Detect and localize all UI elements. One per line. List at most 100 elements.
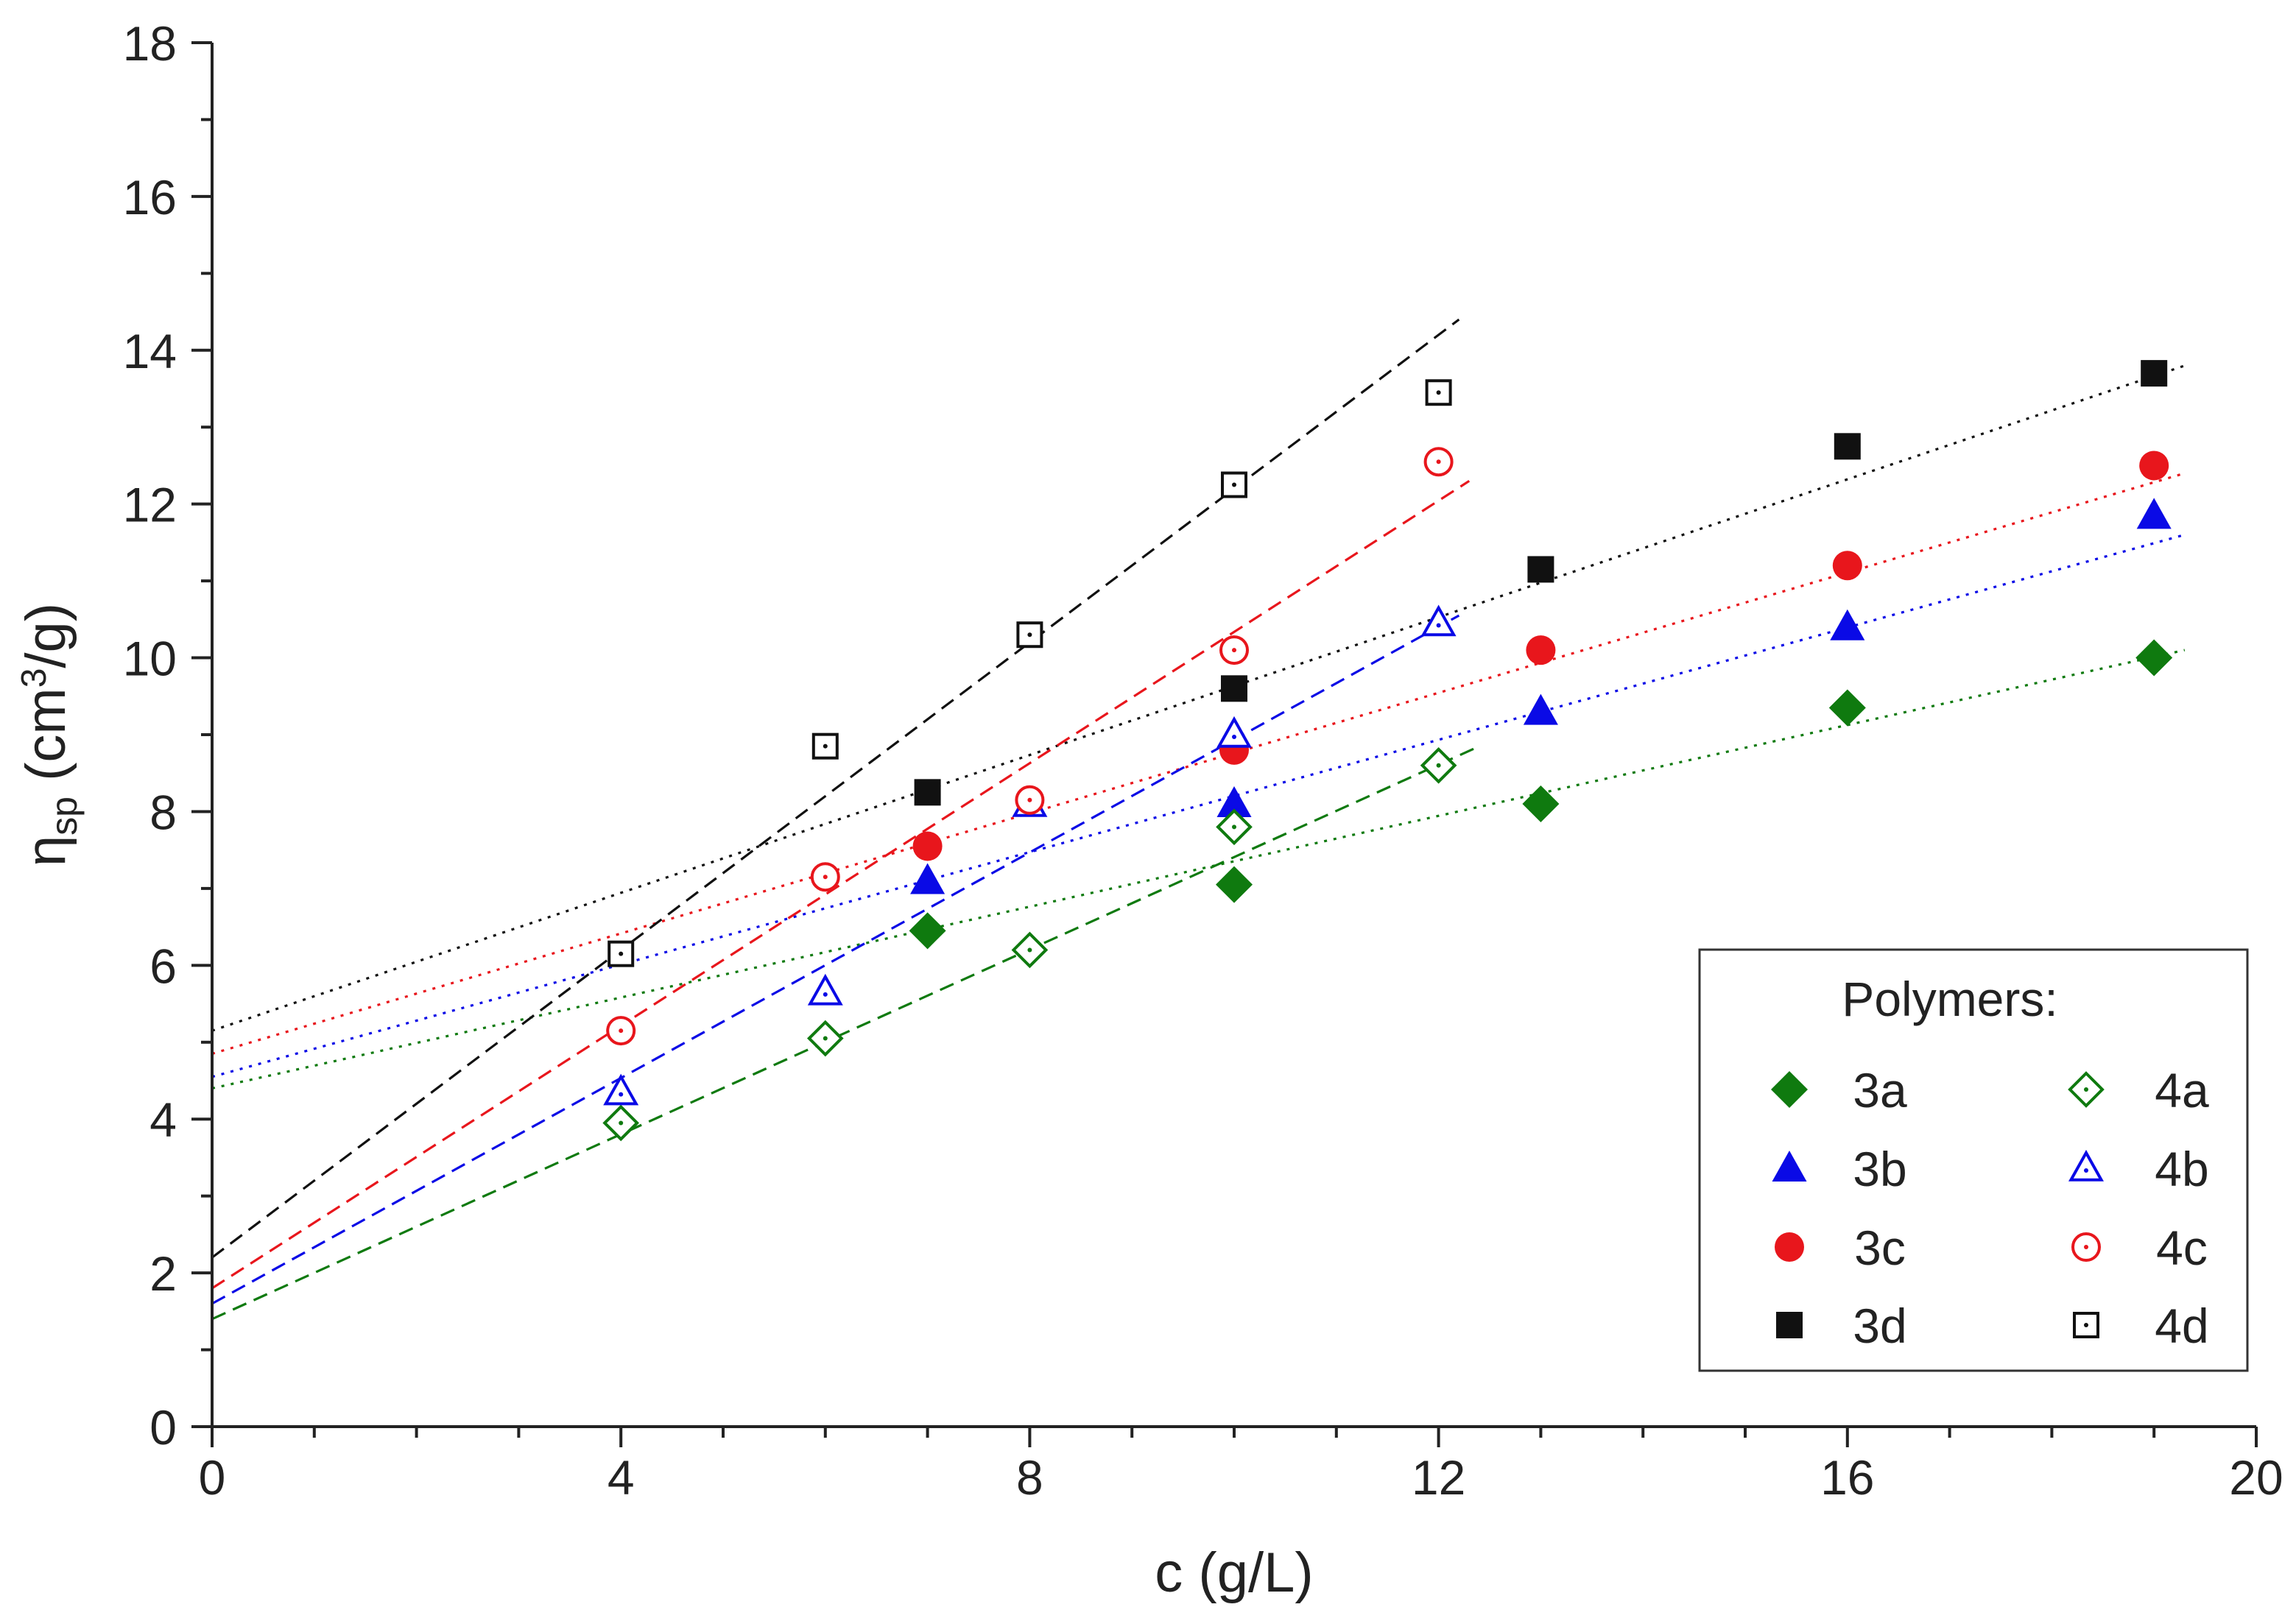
point-4d (1016, 621, 1043, 649)
legend-label-3d: 3d (1853, 1299, 1906, 1353)
point-4d-center-dot (1027, 632, 1032, 638)
point-4d-center-dot (1436, 390, 1441, 395)
point-4c-center-dot (1436, 459, 1441, 465)
point-3c (1832, 551, 1862, 581)
point-4d-shape (1425, 379, 1452, 406)
point-4a-center-dot (1232, 824, 1236, 830)
point-3d-shape (914, 779, 941, 806)
point-3d (1221, 675, 1247, 702)
point-3b (1830, 609, 1865, 640)
legend-marker-3a (1771, 1071, 1808, 1108)
legend-marker-3b-shape (1772, 1151, 1807, 1182)
point-3d (1527, 556, 1554, 583)
legend-marker-3d (1776, 1312, 1803, 1338)
legend-marker-4b-center-dot (2084, 1168, 2088, 1173)
point-4c (1219, 635, 1249, 665)
legend-marker-4c-center-dot (2084, 1245, 2088, 1249)
fit-line-3a (211, 649, 2186, 1090)
point-4d-center-dot (823, 744, 828, 749)
point-3c (2139, 451, 2169, 481)
point-4c (606, 1016, 636, 1046)
point-4d (811, 732, 839, 760)
point-4b-center-dot (823, 992, 828, 997)
legend-marker-4d (2073, 1312, 2099, 1338)
point-3c-shape (912, 831, 943, 861)
point-4c (810, 862, 840, 892)
point-3c-shape (1526, 635, 1556, 665)
point-4b-center-dot (1232, 735, 1236, 739)
legend-label-3b: 3b (1853, 1142, 1906, 1196)
fit-line-4c (211, 479, 1471, 1290)
point-3d-shape (1221, 675, 1247, 702)
x-tick-label: 0 (199, 1450, 226, 1505)
x-tick-label: 12 (1412, 1450, 1465, 1505)
point-4d-center-dot (1232, 482, 1236, 487)
axes: 0 4 8 12 16 20 0 2 4 6 8 10 12 14 16 18 (123, 16, 2283, 1505)
point-4b-shape (1420, 604, 1457, 637)
point-3d (2141, 360, 2168, 387)
point-4d (608, 940, 635, 967)
point-3a-shape (2135, 639, 2173, 677)
legend-marker-3a-shape (1771, 1071, 1808, 1108)
legend-marker-3c-shape (1775, 1232, 1804, 1262)
point-3d-shape (1834, 433, 1861, 460)
y-tick-label: 18 (123, 16, 177, 71)
point-3a (2135, 639, 2173, 677)
legend-marker-3b (1772, 1151, 1807, 1182)
point-4c (1423, 447, 1454, 477)
y-axis-title-superscript: 3 (15, 668, 54, 688)
point-3c (1526, 635, 1556, 665)
point-3a-shape (1216, 866, 1253, 903)
point-3a (1828, 689, 1866, 727)
data-markers (602, 360, 2173, 1142)
y-tick-label: 2 (149, 1246, 177, 1301)
y-tick-label: 0 (149, 1400, 177, 1455)
point-4b (1216, 716, 1252, 748)
point-4a-center-dot (823, 1036, 828, 1041)
point-4a-center-dot (1027, 947, 1032, 953)
fit-line-4a (211, 745, 1480, 1321)
legend-marker-4d-center-dot (2084, 1323, 2088, 1327)
y-tick-label: 8 (149, 785, 177, 839)
point-3b-shape (2136, 498, 2172, 529)
fit-line-4d (211, 318, 1460, 1259)
point-3d (914, 779, 941, 806)
y-tick-label: 6 (149, 939, 177, 993)
legend: Polymers: 3a 4a 3b 4b 3c 4c 3d 4d (1698, 948, 2249, 1372)
y-tick-label: 14 (123, 324, 177, 378)
y-axis-title-symbol: η (15, 836, 77, 866)
point-3b (1216, 786, 1252, 817)
point-4c-center-dot (1232, 648, 1236, 653)
legend-label-4c: 4c (2156, 1221, 2208, 1275)
legend-label-3c: 3c (1854, 1221, 1906, 1275)
point-3a-shape (1828, 689, 1866, 727)
x-tick-label: 16 (1820, 1450, 1874, 1505)
point-4b-shape (603, 1073, 639, 1106)
point-3b (910, 863, 945, 894)
y-tick-label: 12 (123, 478, 177, 532)
point-4b (1420, 604, 1457, 637)
point-3a-shape (1522, 785, 1560, 822)
fit-line-3d (211, 364, 2186, 1032)
x-tick-label: 4 (608, 1450, 635, 1505)
point-3d-shape (2141, 360, 2168, 387)
point-3b (2136, 498, 2172, 529)
point-4b (603, 1073, 639, 1106)
legend-marker-4b-shape (2068, 1149, 2104, 1182)
point-3a (1522, 785, 1560, 822)
point-3c-shape (1832, 551, 1862, 581)
point-3b-shape (910, 863, 945, 894)
point-4a-center-dot (619, 1120, 624, 1126)
point-4a (1420, 746, 1457, 784)
point-3d-shape (1527, 556, 1554, 583)
point-4b-center-dot (1436, 623, 1441, 628)
legend-label-4d: 4d (2155, 1299, 2208, 1353)
point-3b-shape (1830, 609, 1865, 640)
legend-marker-4a (2068, 1071, 2105, 1108)
point-3d (1834, 433, 1861, 460)
legend-marker-4b (2068, 1149, 2104, 1182)
fit-line-4b (211, 614, 1460, 1305)
point-4c-center-dot (1027, 797, 1032, 802)
y-axis-title-subscript: sp (43, 797, 85, 836)
